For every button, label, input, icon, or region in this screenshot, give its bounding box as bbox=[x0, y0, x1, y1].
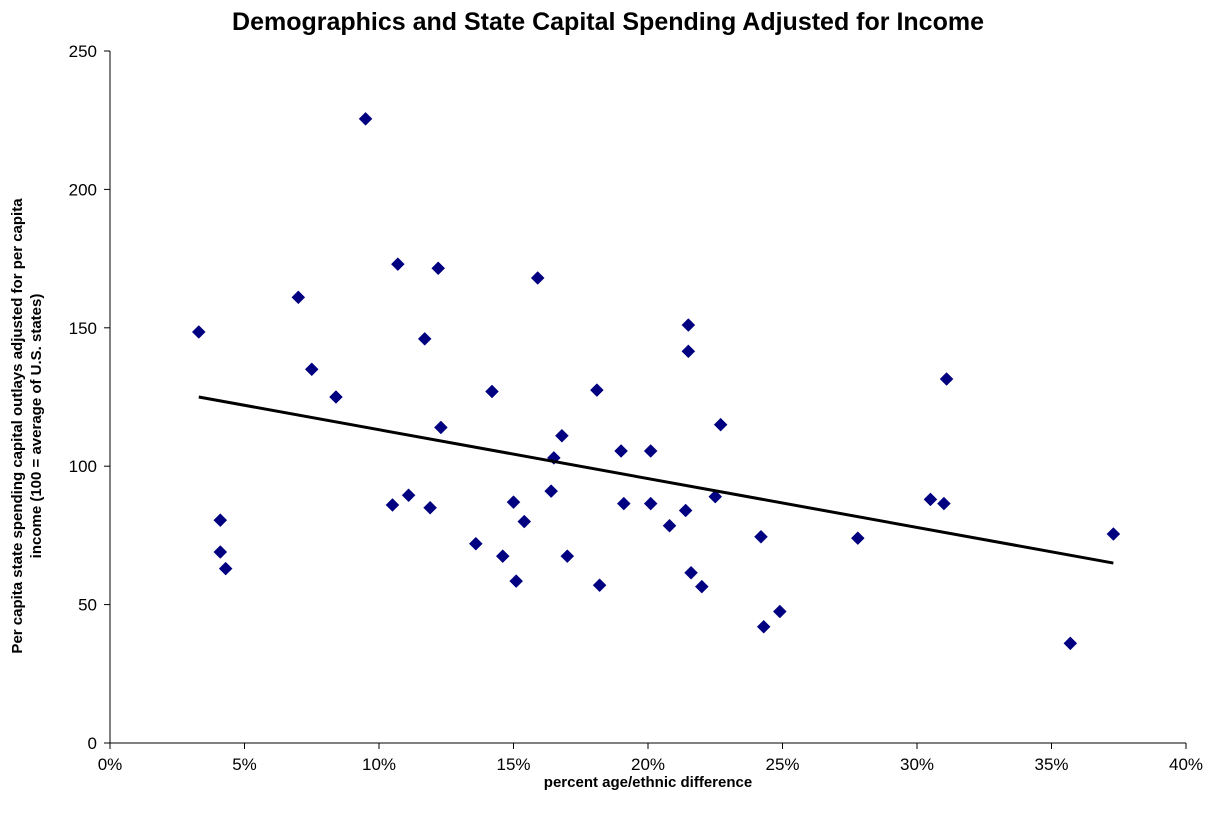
x-tick-label: 40% bbox=[1169, 755, 1203, 774]
data-point bbox=[663, 519, 676, 532]
y-tick-label: 200 bbox=[69, 180, 97, 199]
data-point bbox=[359, 112, 372, 125]
data-point bbox=[714, 418, 727, 431]
data-point bbox=[851, 532, 864, 545]
x-tick-label: 15% bbox=[496, 755, 530, 774]
x-tick-label: 35% bbox=[1034, 755, 1068, 774]
trendline-group bbox=[199, 397, 1114, 563]
data-point bbox=[695, 580, 708, 593]
data-point bbox=[682, 319, 695, 332]
data-point bbox=[305, 363, 318, 376]
data-point bbox=[644, 444, 657, 457]
x-tick-label: 0% bbox=[98, 755, 123, 774]
data-point bbox=[214, 546, 227, 559]
data-point bbox=[593, 579, 606, 592]
data-point bbox=[937, 497, 950, 510]
data-point bbox=[531, 271, 544, 284]
data-points bbox=[192, 112, 1120, 650]
x-axis-title: percent age/ethnic difference bbox=[544, 774, 752, 791]
data-point bbox=[386, 498, 399, 511]
data-point bbox=[1107, 528, 1120, 541]
y-tick-label: 50 bbox=[78, 596, 97, 615]
data-point bbox=[924, 493, 937, 506]
data-point bbox=[518, 515, 531, 528]
data-point bbox=[1064, 637, 1077, 650]
data-point bbox=[496, 550, 509, 563]
y-tick-label: 100 bbox=[69, 457, 97, 476]
data-point bbox=[329, 391, 342, 404]
data-point bbox=[545, 485, 558, 498]
x-tick-label: 10% bbox=[362, 755, 396, 774]
data-point bbox=[754, 530, 767, 543]
data-point bbox=[757, 620, 770, 633]
x-tick-label: 30% bbox=[900, 755, 934, 774]
data-point bbox=[617, 497, 630, 510]
axes bbox=[110, 51, 1186, 743]
data-point bbox=[469, 537, 482, 550]
data-point bbox=[590, 384, 603, 397]
data-point bbox=[510, 575, 523, 588]
data-point bbox=[615, 444, 628, 457]
y-axis-ticks: 0 50 100 150 200 250 bbox=[69, 42, 110, 753]
trendline bbox=[199, 397, 1114, 563]
data-point bbox=[682, 345, 695, 358]
y-axis-title-line-2: income (100 = average of U.S. states) bbox=[28, 294, 45, 559]
data-point bbox=[679, 504, 692, 517]
data-point bbox=[418, 332, 431, 345]
x-tick-label: 5% bbox=[232, 755, 257, 774]
y-tick-label: 250 bbox=[69, 42, 97, 61]
data-point bbox=[214, 514, 227, 527]
data-point bbox=[561, 550, 574, 563]
data-point bbox=[432, 262, 445, 275]
data-point bbox=[555, 429, 568, 442]
data-point bbox=[292, 291, 305, 304]
data-point bbox=[219, 562, 232, 575]
data-point bbox=[685, 566, 698, 579]
data-point bbox=[434, 421, 447, 434]
y-tick-label: 150 bbox=[69, 319, 97, 338]
data-point bbox=[424, 501, 437, 514]
data-point bbox=[391, 258, 404, 271]
chart-title: Demographics and State Capital Spending … bbox=[232, 8, 984, 36]
data-point bbox=[192, 325, 205, 338]
data-point bbox=[485, 385, 498, 398]
data-point bbox=[402, 489, 415, 502]
data-point bbox=[940, 373, 953, 386]
x-tick-label: 20% bbox=[631, 755, 665, 774]
x-axis-ticks: 0% 5% 10% 15% 20% 25% 30% 35% 40% bbox=[98, 743, 1203, 774]
y-axis-title: Per capita state spending capital outlay… bbox=[9, 198, 45, 654]
y-tick-label: 0 bbox=[88, 734, 97, 753]
data-point bbox=[773, 605, 786, 618]
data-point bbox=[507, 496, 520, 509]
x-tick-label: 25% bbox=[765, 755, 799, 774]
data-point bbox=[644, 497, 657, 510]
y-axis-title-line-1: Per capita state spending capital outlay… bbox=[9, 198, 26, 654]
